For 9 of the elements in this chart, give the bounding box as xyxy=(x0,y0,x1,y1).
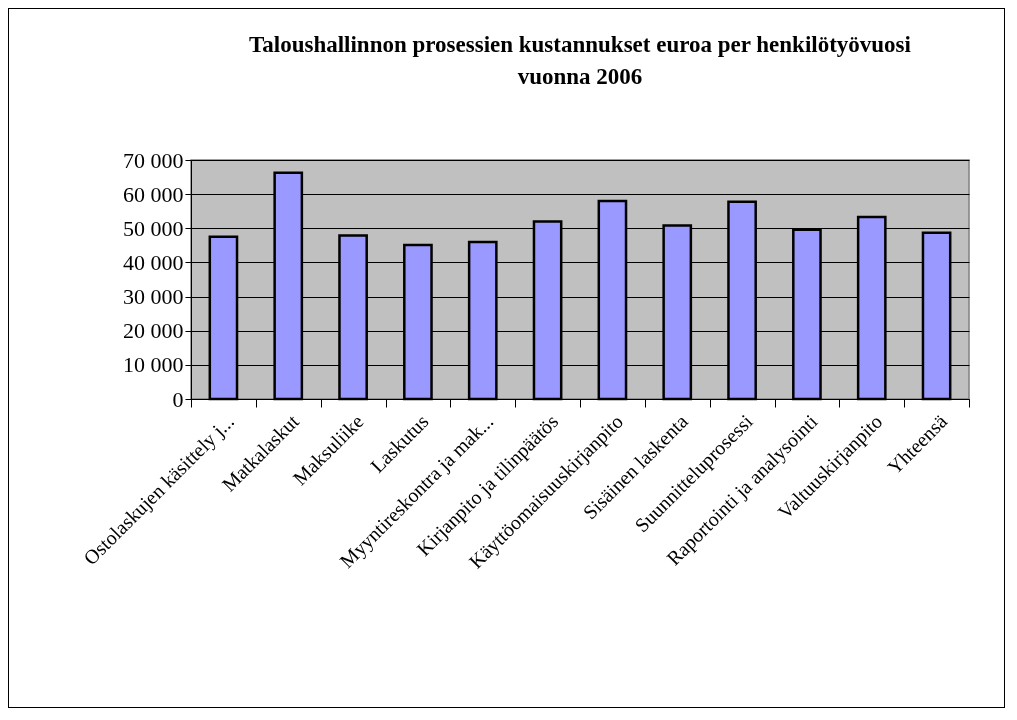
y-tick-label: 60 000 xyxy=(123,181,184,207)
y-tick-label: 50 000 xyxy=(123,215,184,241)
chart-title: Taloushallinnon prosessien kustannukset euroa per henkilötyövuosi vuonna 2006 xyxy=(249,32,912,89)
y-tick-label: 10 000 xyxy=(123,352,184,378)
y-tick-label: 0 xyxy=(172,386,184,412)
y-tick-label: 30 000 xyxy=(123,284,184,310)
y-tick-label: 40 000 xyxy=(123,249,184,275)
y-tick-label: 70 000 xyxy=(123,147,184,173)
y-tick-label: 20 000 xyxy=(123,318,184,344)
